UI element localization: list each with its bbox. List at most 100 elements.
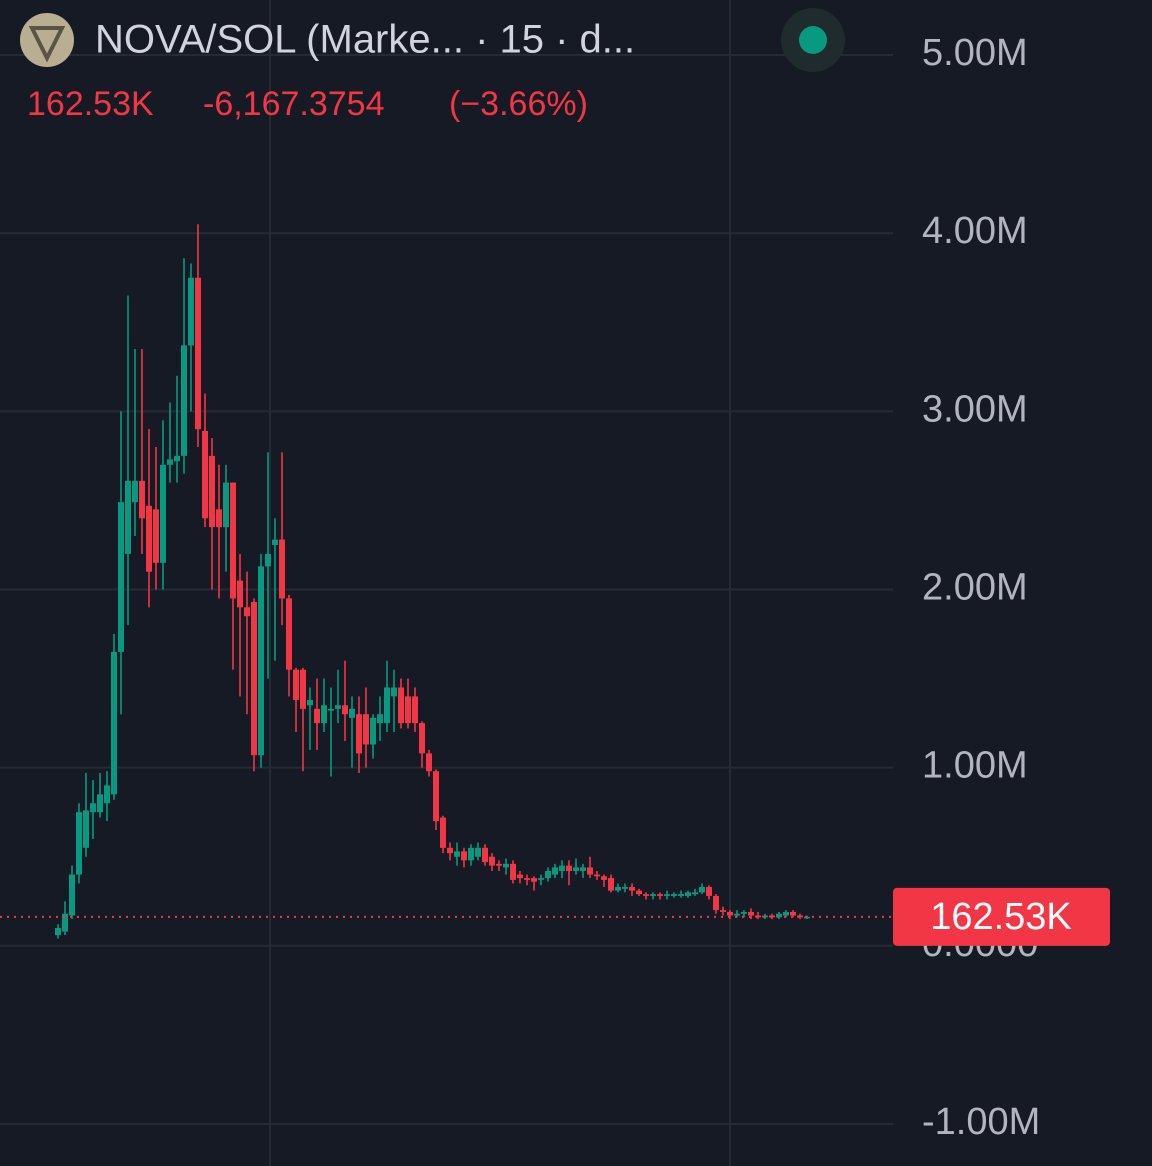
candles [0,224,893,939]
candle-body [97,794,103,813]
header-price: 162.53K [27,85,154,123]
candle-body [69,874,75,916]
candle-body [699,887,705,893]
candle-body [251,601,257,756]
candle-body [608,878,614,891]
candle-body [328,708,334,711]
candle-body [258,566,264,756]
last-price-label: 162.53K [930,896,1072,938]
last-price-box [893,887,1110,946]
status-dot [799,26,827,54]
y-tick-label: 2.00M [922,567,1028,609]
candle-body [776,913,782,918]
candle-body [713,895,719,911]
candle-body [643,894,649,896]
candle-body [223,482,229,528]
candle-body [615,887,621,891]
candle-body [139,480,145,519]
candle-body [706,887,712,896]
candle-body [111,651,117,795]
candle-body [475,847,481,857]
candle-body [349,708,355,718]
candle-body [685,892,691,896]
candle-body [741,911,747,914]
candle-body [573,867,579,871]
y-tick-label: 4.00M [922,210,1028,252]
candle-body [587,867,593,875]
candle-body [83,810,89,848]
candle-body [734,913,740,916]
candle-body [594,874,600,877]
candle-body [146,505,152,572]
y-tick-label: 3.00M [922,388,1028,430]
candle-body [237,580,243,608]
candle-body [748,911,754,916]
candle-body [538,878,544,880]
candle-body [405,696,411,724]
candle-body [293,669,299,700]
candle-body [195,277,201,430]
candle-body [321,705,327,724]
candle-body [440,817,446,848]
candle-body [657,894,663,896]
candle-body [503,863,509,868]
y-tick-label: -1.00M [922,1101,1040,1143]
candle-body [461,851,467,861]
candle-body [790,911,796,916]
candle-body [601,876,607,880]
candle-body [279,539,285,599]
candle-body [398,687,404,724]
chart-title: NOVA/SOL (Marke... · 15 · d... [95,18,635,62]
candle-body [531,878,537,882]
candle-body [272,539,278,545]
candle-body [720,910,726,912]
y-tick-label: 1.00M [922,745,1028,787]
candle-body [209,455,215,528]
grid [0,54,893,1125]
candle-body [76,812,82,875]
candle-body [524,878,530,880]
candle-body [370,717,376,745]
candle-body [202,430,208,519]
candle-body [174,455,180,462]
candle-body [454,851,460,857]
candle-body [426,753,432,772]
candle-body [104,785,110,804]
candle-body [118,502,124,652]
candle-body [517,874,523,879]
candle-body [377,714,383,724]
symbol-icon-glyph [28,26,66,63]
candle-body [391,687,397,697]
candle-body [650,894,656,896]
candle-body [286,598,292,670]
candle-body [132,480,138,503]
candle-body [482,847,488,863]
candle-body [160,464,166,563]
candle-body [356,714,362,754]
candle-body [90,803,96,813]
candle-body [447,847,453,854]
candle-body [62,913,68,932]
candle-body [727,911,733,916]
candle-body [307,699,313,706]
header-change: -6,167.3754 [203,85,385,123]
candle-body [335,705,341,709]
candle-body [363,714,369,745]
candle-body [580,867,586,871]
candle-body [125,480,131,554]
y-axis: 5.00M4.00M3.00M2.00M1.00M0.0000-1.00M162… [893,32,1110,1143]
candle-body [545,870,551,879]
candle-body [629,887,635,891]
candle-body [216,509,222,528]
y-tick-label: 5.00M [922,32,1028,74]
candle-body [342,705,348,715]
candle-body [265,553,271,567]
candle-body [167,459,173,465]
candle-body [55,927,61,936]
candle-body [188,277,194,346]
candle-body [678,894,684,896]
candle-body [314,708,320,724]
candle-body [153,509,159,563]
